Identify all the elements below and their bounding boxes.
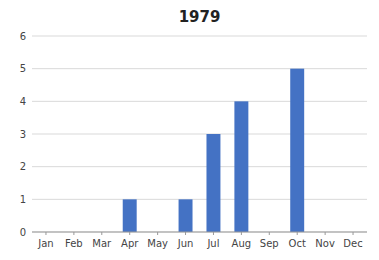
y-tick-label: 1 [20, 194, 26, 205]
x-tick-label: Nov [315, 238, 335, 249]
chart-title: 1979 [179, 8, 221, 26]
x-tick-label: Feb [65, 238, 83, 249]
grid-line [32, 101, 367, 102]
grid-line [32, 36, 367, 37]
x-tick-label: Aug [232, 238, 252, 249]
x-tick-label: Oct [289, 238, 306, 249]
y-tick-label: 0 [20, 227, 26, 238]
bar [123, 199, 137, 232]
x-tick [73, 232, 74, 235]
y-tick-label: 3 [20, 129, 26, 140]
bars [123, 69, 304, 232]
x-tick-label: Apr [121, 238, 139, 249]
chart-container: 1979 0 1 2 3 4 5 6 Jan Feb Mar Apr May Jun Jul Aug Sep Oc… [0, 0, 379, 260]
x-tick [353, 232, 354, 235]
grid-line [32, 199, 367, 200]
x-tick-label: Jun [177, 238, 194, 249]
grid-line [32, 232, 367, 233]
bar [179, 199, 193, 232]
x-tick [241, 232, 242, 235]
grid-line [32, 68, 367, 69]
x-tick-label: Jan [37, 238, 53, 249]
y-tick-label: 6 [20, 31, 26, 42]
x-tick-label: May [147, 238, 168, 249]
x-tick [185, 232, 186, 235]
y-tick-label: 4 [20, 96, 26, 107]
x-tick [325, 232, 326, 235]
x-tick [269, 232, 270, 235]
bar [290, 69, 304, 232]
y-tick-label: 5 [20, 63, 26, 74]
x-tick-label: Dec [343, 238, 362, 249]
x-tick-label: Mar [92, 238, 112, 249]
x-tick [101, 232, 102, 235]
x-tick-label: Sep [260, 238, 279, 249]
bar [206, 134, 220, 232]
x-tick [45, 232, 46, 235]
x-tick [297, 232, 298, 235]
grid-line [32, 134, 367, 135]
x-tick [129, 232, 130, 235]
x-axis-line [32, 232, 367, 233]
y-tick-label: 2 [20, 161, 26, 172]
x-tick [157, 232, 158, 235]
bar [234, 101, 248, 232]
grid-line [32, 166, 367, 167]
grid [32, 36, 367, 232]
x-tick-label: Jul [206, 238, 219, 249]
x-tick [213, 232, 214, 235]
chart-svg: 1979 0 1 2 3 4 5 6 Jan Feb Mar Apr May Jun Jul Aug Sep Oc… [0, 0, 379, 260]
